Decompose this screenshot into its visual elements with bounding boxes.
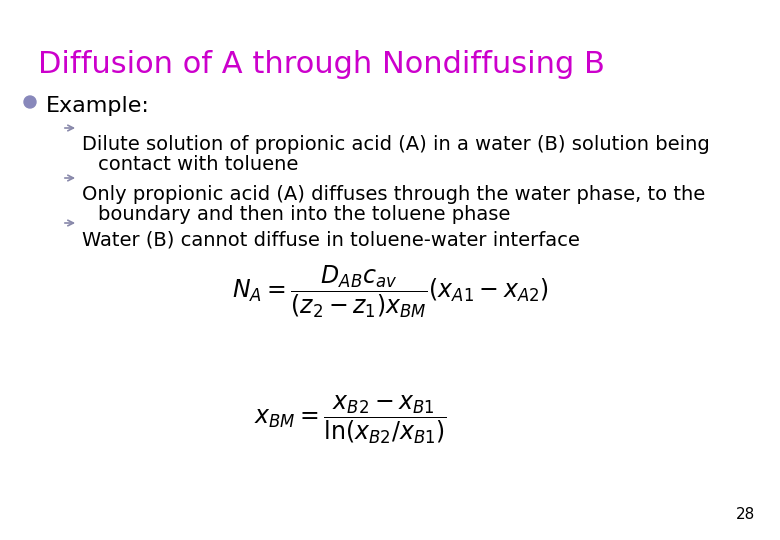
Text: $x_{BM} = \dfrac{x_{B2}-x_{B1}}{\ln(x_{B2}/x_{B1})}$: $x_{BM} = \dfrac{x_{B2}-x_{B1}}{\ln(x_{B… [254, 394, 446, 447]
Text: Example:: Example: [46, 96, 150, 116]
Circle shape [24, 96, 36, 108]
Text: 28: 28 [736, 507, 755, 522]
Text: contact with toluene: contact with toluene [98, 155, 299, 174]
Text: boundary and then into the toluene phase: boundary and then into the toluene phase [98, 205, 510, 224]
Text: Water (B) cannot diffuse in toluene-water interface: Water (B) cannot diffuse in toluene-wate… [82, 230, 580, 249]
Text: $N_{A} = \dfrac{D_{AB}c_{av}}{(z_{2}-z_{1})x_{BM}}(x_{A1}-x_{A2})$: $N_{A} = \dfrac{D_{AB}c_{av}}{(z_{2}-z_{… [232, 264, 548, 320]
Text: Diffusion of A through Nondiffusing B: Diffusion of A through Nondiffusing B [38, 50, 604, 79]
Text: Only propionic acid (A) diffuses through the water phase, to the: Only propionic acid (A) diffuses through… [82, 185, 705, 204]
Text: Dilute solution of propionic acid (A) in a water (B) solution being: Dilute solution of propionic acid (A) in… [82, 135, 710, 154]
